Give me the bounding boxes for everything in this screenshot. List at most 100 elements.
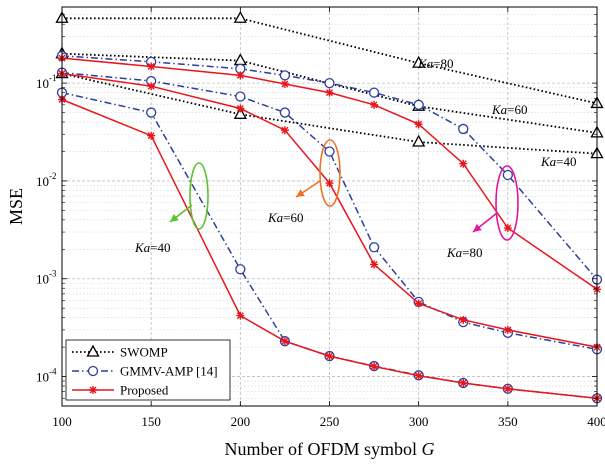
data-point bbox=[414, 299, 423, 308]
data-point bbox=[459, 378, 468, 387]
annotation-italic: Ka bbox=[491, 102, 508, 117]
annotation-rest: =80 bbox=[433, 56, 453, 71]
x-tick-label: 150 bbox=[141, 414, 161, 429]
data-point bbox=[146, 107, 157, 118]
legend-marker bbox=[86, 344, 100, 357]
data-point bbox=[233, 106, 247, 119]
highlight-ellipse bbox=[319, 139, 341, 207]
x-axis-label: Number of OFDM symbol G bbox=[225, 439, 435, 459]
legend-marker bbox=[89, 386, 97, 394]
arrow-head bbox=[170, 213, 179, 222]
x-tick-label: 250 bbox=[320, 414, 340, 429]
data-point bbox=[503, 325, 512, 334]
data-point bbox=[414, 120, 423, 129]
data-point bbox=[235, 264, 246, 275]
data-point bbox=[147, 62, 156, 71]
annotation-italic: Ka bbox=[134, 240, 151, 255]
x-tick-label: 200 bbox=[231, 414, 251, 429]
data-point bbox=[324, 77, 335, 89]
y-axis-label: MSE bbox=[6, 188, 26, 225]
data-point bbox=[325, 88, 334, 97]
y-tick-label: 10-1 bbox=[36, 73, 57, 91]
y-tick-base: 10 bbox=[36, 174, 49, 189]
y-tick-exponent: -4 bbox=[49, 367, 57, 377]
data-point bbox=[147, 131, 156, 140]
data-point bbox=[236, 71, 245, 80]
annotation-label: Ka=60 bbox=[267, 210, 304, 225]
data-point bbox=[412, 55, 426, 68]
x-axis-label-variable: G bbox=[422, 439, 435, 459]
data-point bbox=[503, 384, 512, 393]
y-tick-exponent: -3 bbox=[49, 269, 57, 279]
data-point bbox=[370, 362, 379, 371]
annotation-rest: =60 bbox=[507, 102, 527, 117]
data-point bbox=[280, 79, 289, 88]
data-point bbox=[280, 337, 289, 346]
x-tick-label: 400 bbox=[587, 414, 605, 429]
data-point bbox=[370, 100, 379, 109]
data-point bbox=[325, 352, 334, 361]
legend-label: Proposed bbox=[120, 383, 169, 398]
annotation-rest: =40 bbox=[150, 240, 170, 255]
data-point bbox=[324, 146, 335, 157]
annotation-italic: Ka bbox=[267, 210, 284, 225]
x-tick-label: 350 bbox=[498, 414, 518, 429]
data-point bbox=[368, 87, 380, 98]
data-point bbox=[370, 260, 379, 269]
data-point bbox=[412, 134, 426, 147]
annotation-rest: =80 bbox=[462, 245, 482, 260]
data-point bbox=[368, 242, 380, 253]
data-point bbox=[413, 99, 424, 110]
y-tick-exponent: -1 bbox=[49, 73, 57, 83]
annotation-rest: =40 bbox=[556, 154, 576, 169]
legend: SWOMP GMMV-AMP [14] Proposed bbox=[65, 339, 231, 401]
data-point bbox=[279, 107, 291, 118]
annotation-label: Ka=40 bbox=[540, 154, 577, 169]
data-point bbox=[236, 311, 245, 320]
data-point bbox=[147, 82, 156, 91]
legend-label: GMMV-AMP [14] bbox=[120, 364, 218, 379]
data-point bbox=[459, 159, 468, 168]
data-point bbox=[233, 53, 247, 66]
data-point bbox=[458, 123, 469, 135]
series-line bbox=[61, 55, 598, 281]
annotation-italic: Ka bbox=[446, 245, 463, 260]
annotation-label: Ka=80 bbox=[446, 245, 483, 260]
series-line bbox=[61, 57, 598, 290]
series-line bbox=[61, 72, 598, 155]
annotation-italic: Ka bbox=[540, 154, 557, 169]
data-point bbox=[502, 169, 513, 181]
data-point bbox=[503, 224, 512, 233]
x-tick-label: 300 bbox=[409, 414, 429, 429]
legend-marker bbox=[87, 365, 99, 377]
y-tick-base: 10 bbox=[36, 76, 49, 91]
y-tick-exponent: -2 bbox=[49, 171, 57, 181]
annotation-rest: =60 bbox=[283, 210, 303, 225]
data-point bbox=[233, 10, 247, 23]
series-layer bbox=[55, 10, 604, 404]
annotation-label: Ka=80 bbox=[417, 56, 454, 71]
annotation-label: Ka=40 bbox=[134, 240, 171, 255]
x-tick-label: 100 bbox=[52, 414, 72, 429]
data-point bbox=[459, 315, 468, 324]
data-point bbox=[235, 91, 246, 102]
series-line bbox=[62, 17, 598, 105]
annotation-label: Ka=60 bbox=[491, 102, 528, 117]
series-line bbox=[61, 71, 598, 351]
data-point bbox=[414, 371, 423, 380]
series-line bbox=[61, 72, 598, 348]
data-point bbox=[236, 104, 245, 113]
y-tick-label: 10-4 bbox=[36, 367, 57, 385]
data-point bbox=[325, 179, 334, 188]
highlight-ellipse bbox=[495, 165, 519, 241]
data-point bbox=[279, 70, 291, 81]
y-tick-label: 10-2 bbox=[36, 171, 57, 189]
arrow-head bbox=[473, 223, 482, 232]
data-point bbox=[280, 126, 289, 135]
y-tick-base: 10 bbox=[36, 272, 49, 287]
arrow-head bbox=[296, 189, 305, 197]
annotation-italic: Ka bbox=[417, 56, 434, 71]
